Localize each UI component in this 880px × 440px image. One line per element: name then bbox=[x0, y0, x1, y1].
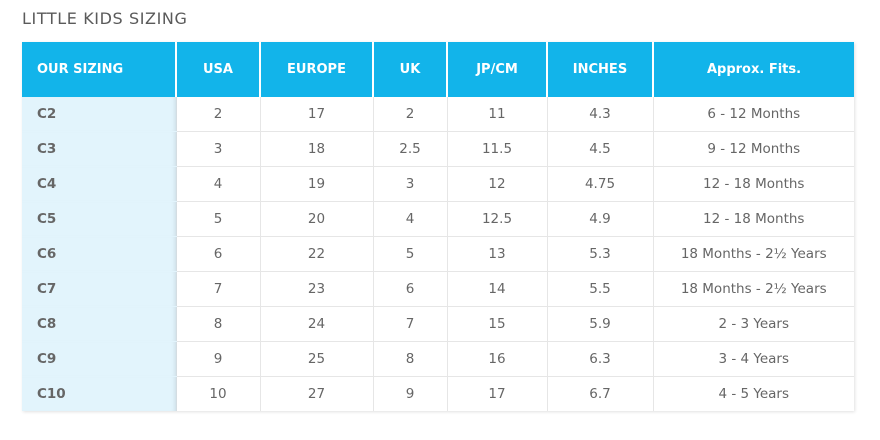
uk-cell: 6 bbox=[373, 271, 448, 307]
europe-cell: 18 bbox=[260, 131, 374, 167]
usa-cell: 3 bbox=[176, 131, 261, 167]
usa-cell: 9 bbox=[176, 341, 261, 377]
europe-cell: 25 bbox=[260, 341, 374, 377]
our-sizing-cell: C7 bbox=[22, 271, 177, 307]
uk-cell: 3 bbox=[373, 166, 448, 202]
uk-cell: 2 bbox=[373, 97, 448, 132]
table-row: C7 7 23 6 14 5.5 18 Months - 2½ Years bbox=[22, 271, 854, 307]
sizing-table: OUR SIZING USA EUROPE UK JP/CM INCHES Ap… bbox=[22, 42, 854, 411]
usa-cell: 7 bbox=[176, 271, 261, 307]
usa-cell: 6 bbox=[176, 236, 261, 272]
inches-cell: 4.9 bbox=[547, 201, 654, 237]
column-header-approx-fits: Approx. Fits. bbox=[653, 42, 854, 97]
approx-fits-cell: 12 - 18 Months bbox=[653, 166, 854, 202]
column-header-our-sizing: OUR SIZING bbox=[22, 42, 177, 97]
uk-cell: 7 bbox=[373, 306, 448, 342]
our-sizing-cell: C6 bbox=[22, 236, 177, 272]
jp-cm-cell: 15 bbox=[447, 306, 548, 342]
our-sizing-cell: C2 bbox=[22, 97, 177, 132]
approx-fits-cell: 4 - 5 Years bbox=[718, 386, 790, 402]
inches-cell: 5.3 bbox=[547, 236, 654, 272]
table-row: C6 6 22 5 13 5.3 18 Months - 2½ Years bbox=[22, 236, 854, 272]
inches-cell: 4.3 bbox=[547, 97, 654, 132]
column-header-europe: EUROPE bbox=[260, 42, 374, 97]
usa-cell: 2 bbox=[176, 97, 261, 132]
our-sizing-cell: C9 bbox=[22, 341, 177, 377]
jp-cm-cell: 11.5 bbox=[447, 131, 548, 167]
our-sizing-cell: C3 bbox=[22, 131, 177, 167]
jp-cm-cell: 11 bbox=[447, 97, 548, 132]
inches-cell: 6.3 bbox=[547, 341, 654, 377]
table-row: C4 4 19 3 12 4.75 12 - 18 Months bbox=[22, 166, 854, 202]
uk-cell: 2.5 bbox=[373, 131, 448, 167]
column-header-inches: INCHES bbox=[547, 42, 654, 97]
usa-cell: 8 bbox=[176, 306, 261, 342]
inches-cell: 4.75 bbox=[547, 166, 654, 202]
inches-cell: 5.9 bbox=[547, 306, 654, 342]
table-row: C10 10 27 9 17 6.7 4 - 5 Years bbox=[22, 376, 854, 411]
europe-cell: 17 bbox=[260, 97, 374, 132]
inches-cell: 5.5 bbox=[547, 271, 654, 307]
usa-cell: 5 bbox=[176, 201, 261, 237]
our-sizing-cell: C4 bbox=[22, 166, 177, 202]
table-body: C2 2 17 2 11 4.3 6 - 12 Months C3 3 18 2.5 11.5 4.5 9… bbox=[22, 97, 854, 411]
jp-cm-cell: 12.5 bbox=[447, 201, 548, 237]
uk-cell: 8 bbox=[373, 341, 448, 377]
usa-cell: 10 bbox=[176, 376, 261, 411]
approx-fits-cell: 12 - 18 Months bbox=[653, 201, 854, 237]
column-header-uk: UK bbox=[373, 42, 448, 97]
europe-cell: 27 bbox=[260, 376, 374, 411]
uk-cell: 9 bbox=[373, 376, 448, 411]
uk-cell: 5 bbox=[373, 236, 448, 272]
approx-fits-cell: 9 - 12 Months bbox=[653, 131, 854, 167]
table-row: C5 5 20 4 12.5 4.9 12 - 18 Months bbox=[22, 201, 854, 237]
inches-cell: 4.5 bbox=[547, 131, 654, 167]
jp-cm-cell: 17 bbox=[447, 376, 548, 411]
approx-fits-cell: 18 Months - 2½ Years bbox=[653, 236, 854, 272]
our-sizing-cell: C8 bbox=[22, 306, 177, 342]
jp-cm-cell: 14 bbox=[447, 271, 548, 307]
europe-cell: 22 bbox=[260, 236, 374, 272]
inches-cell: 6.7 bbox=[547, 376, 654, 411]
page-title: LITTLE KIDS SIZING bbox=[22, 9, 188, 28]
europe-cell: 19 bbox=[260, 166, 374, 202]
uk-cell: 4 bbox=[373, 201, 448, 237]
jp-cm-cell: 12 bbox=[447, 166, 548, 202]
jp-cm-cell: 13 bbox=[447, 236, 548, 272]
approx-fits-cell: 6 - 12 Months bbox=[653, 97, 854, 132]
europe-cell: 24 bbox=[260, 306, 374, 342]
usa-cell: 4 bbox=[176, 166, 261, 202]
europe-cell: 20 bbox=[260, 201, 374, 237]
column-header-usa: USA bbox=[176, 42, 261, 97]
approx-fits-cell: 3 - 4 Years bbox=[653, 341, 854, 377]
our-sizing-cell: C5 bbox=[22, 201, 177, 237]
approx-fits-cell: 2 - 3 Years bbox=[653, 306, 854, 342]
table-row: C8 8 24 7 15 5.9 2 - 3 Years bbox=[22, 306, 854, 342]
approx-fits-cell: 18 Months - 2½ Years bbox=[653, 271, 854, 307]
column-header-jp-cm: JP/CM bbox=[447, 42, 548, 97]
europe-cell: 23 bbox=[260, 271, 374, 307]
table-row: C9 9 25 8 16 6.3 3 - 4 Years bbox=[22, 341, 854, 377]
table-row: C3 3 18 2.5 11.5 4.5 9 - 12 Months bbox=[22, 131, 854, 167]
jp-cm-cell: 16 bbox=[447, 341, 548, 377]
table-row: C2 2 17 2 11 4.3 6 - 12 Months bbox=[22, 97, 854, 132]
our-sizing-cell: C10 bbox=[22, 376, 177, 411]
table-header-row: OUR SIZING USA EUROPE UK JP/CM INCHES Ap… bbox=[22, 42, 854, 97]
